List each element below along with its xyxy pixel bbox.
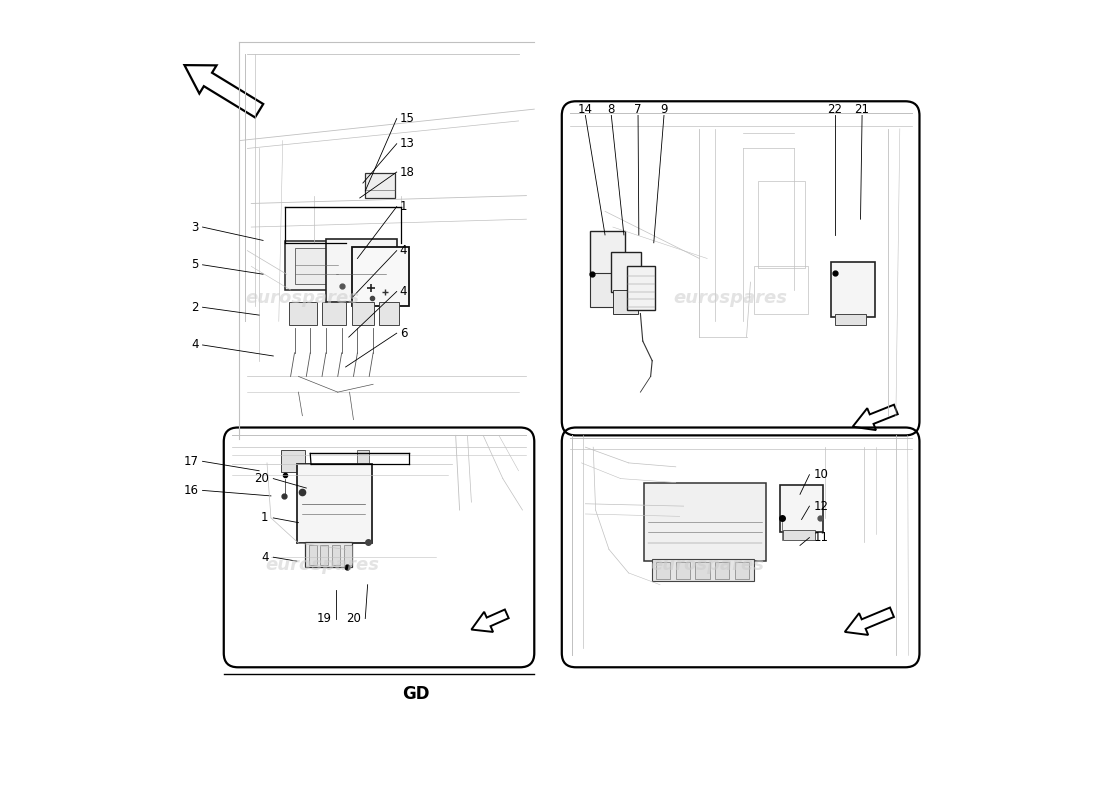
Text: 22: 22 (827, 102, 843, 116)
Bar (332, 545, 340, 565)
Text: 17: 17 (184, 455, 199, 468)
Bar (652, 558, 755, 581)
Bar (627, 266, 654, 310)
Bar (656, 562, 670, 579)
Bar (675, 562, 690, 579)
Bar (645, 482, 767, 561)
Bar (352, 302, 374, 326)
Bar (295, 248, 338, 284)
Text: 5: 5 (191, 258, 199, 271)
Bar (309, 545, 317, 565)
Text: 20: 20 (345, 612, 361, 625)
Text: 7: 7 (635, 102, 641, 116)
Text: 13: 13 (400, 138, 415, 150)
Text: 2: 2 (191, 301, 199, 314)
Bar (780, 485, 823, 532)
FancyArrow shape (845, 607, 894, 635)
Bar (590, 273, 614, 307)
Bar (282, 450, 305, 472)
Bar (285, 242, 350, 290)
Bar (352, 246, 408, 306)
Text: 14: 14 (578, 102, 593, 116)
FancyArrow shape (852, 405, 898, 430)
Bar (835, 314, 866, 325)
Text: 21: 21 (855, 102, 870, 116)
Bar (358, 450, 370, 465)
Text: 10: 10 (814, 468, 829, 481)
Text: 8: 8 (607, 102, 615, 116)
Text: 3: 3 (191, 221, 199, 234)
Text: 1: 1 (261, 511, 268, 525)
Bar (322, 302, 345, 326)
Bar (715, 562, 729, 579)
Text: 18: 18 (400, 166, 415, 178)
Text: GD: GD (403, 685, 430, 702)
Text: 1: 1 (400, 200, 407, 213)
Text: 4: 4 (400, 244, 407, 257)
Bar (378, 302, 399, 326)
Bar (758, 182, 805, 268)
Bar (344, 545, 352, 565)
Bar (612, 252, 641, 291)
FancyArrow shape (185, 65, 263, 118)
Text: 4: 4 (400, 285, 407, 298)
Text: 11: 11 (814, 531, 829, 544)
Bar (289, 302, 317, 326)
Bar (613, 290, 638, 314)
Bar (297, 465, 372, 543)
Bar (590, 231, 626, 274)
Text: eurospares: eurospares (245, 289, 360, 307)
Text: 12: 12 (814, 500, 829, 513)
Bar (695, 562, 710, 579)
Bar (326, 239, 397, 302)
Bar (305, 542, 352, 566)
Bar (755, 266, 807, 314)
Text: 19: 19 (317, 612, 331, 625)
Text: 6: 6 (400, 326, 407, 340)
Bar (735, 562, 749, 579)
Text: 15: 15 (400, 112, 415, 125)
Bar (783, 530, 815, 540)
Text: 4: 4 (261, 550, 268, 564)
Text: eurospares: eurospares (674, 289, 788, 307)
Bar (365, 173, 395, 198)
Text: eurospares: eurospares (650, 556, 764, 574)
FancyArrow shape (472, 610, 508, 632)
Bar (832, 262, 875, 317)
Text: 4: 4 (191, 338, 199, 351)
Text: 20: 20 (254, 472, 268, 485)
Text: 9: 9 (660, 102, 668, 116)
Text: eurospares: eurospares (265, 556, 379, 574)
Bar (320, 545, 328, 565)
Text: 16: 16 (184, 484, 199, 497)
